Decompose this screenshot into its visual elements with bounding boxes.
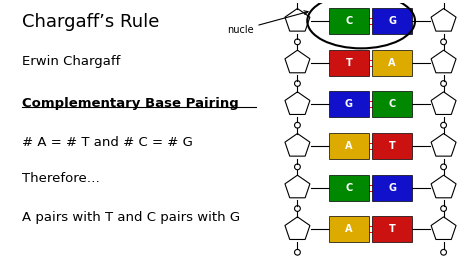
Text: # A = # T and # C = # G: # A = # T and # C = # G: [21, 136, 192, 149]
FancyBboxPatch shape: [373, 50, 412, 76]
Text: A: A: [345, 141, 353, 151]
FancyBboxPatch shape: [329, 216, 369, 242]
FancyBboxPatch shape: [329, 133, 369, 159]
Text: C: C: [346, 16, 353, 26]
Text: T: T: [389, 141, 395, 151]
Text: Erwin Chargaff: Erwin Chargaff: [21, 55, 120, 68]
FancyBboxPatch shape: [373, 8, 412, 34]
Text: Complementary Base Pairing: Complementary Base Pairing: [21, 97, 238, 110]
Text: Chargaff’s Rule: Chargaff’s Rule: [21, 13, 159, 31]
Text: A pairs with T and C pairs with G: A pairs with T and C pairs with G: [21, 211, 240, 224]
Text: A: A: [345, 224, 353, 234]
Text: G: G: [345, 99, 353, 109]
Text: G: G: [388, 183, 396, 193]
Text: A: A: [388, 58, 396, 68]
Text: T: T: [346, 58, 352, 68]
FancyBboxPatch shape: [373, 216, 412, 242]
FancyBboxPatch shape: [329, 50, 369, 76]
FancyBboxPatch shape: [373, 133, 412, 159]
FancyBboxPatch shape: [329, 8, 369, 34]
FancyBboxPatch shape: [329, 91, 369, 117]
Text: G: G: [388, 16, 396, 26]
FancyBboxPatch shape: [373, 175, 412, 201]
FancyBboxPatch shape: [373, 91, 412, 117]
Text: T: T: [389, 224, 395, 234]
Text: Therefore…: Therefore…: [21, 172, 100, 185]
Text: nucle: nucle: [227, 11, 308, 35]
FancyBboxPatch shape: [329, 175, 369, 201]
Text: C: C: [388, 99, 396, 109]
Text: C: C: [346, 183, 353, 193]
